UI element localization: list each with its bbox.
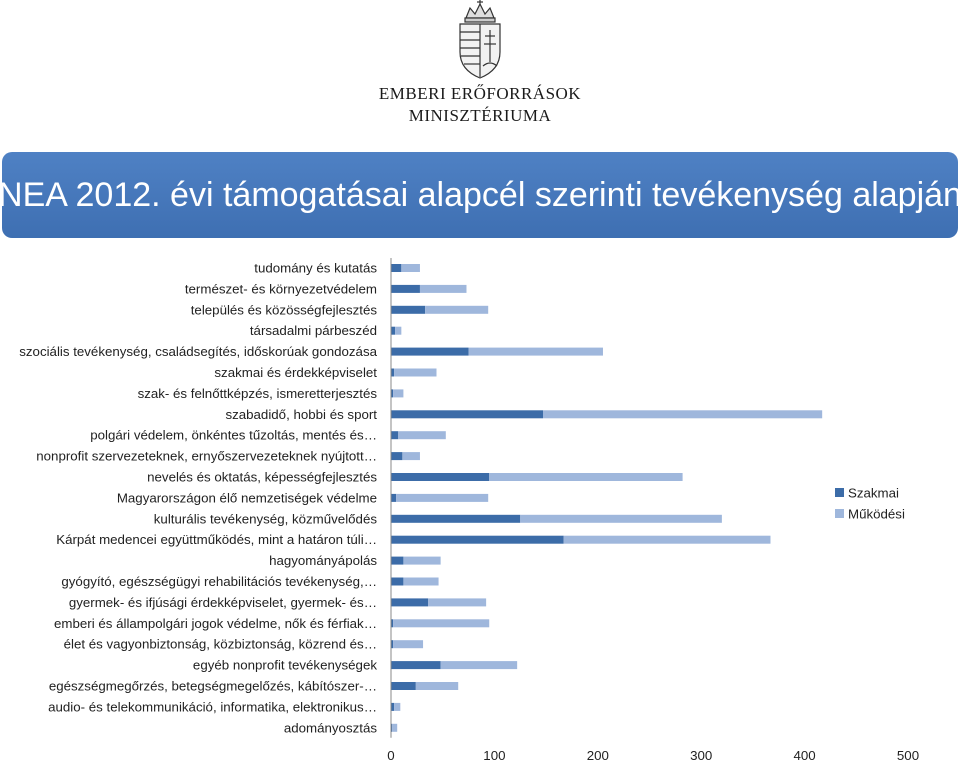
bar-szakmai	[391, 473, 490, 481]
bar-szakmai	[391, 661, 441, 670]
category-label: adományosztás	[284, 720, 377, 735]
x-tick-label: 0	[387, 748, 394, 760]
bar-mukodesi	[425, 305, 489, 314]
bar-szakmai	[391, 368, 395, 377]
bar-mukodesi	[395, 326, 402, 335]
bar-szakmai	[391, 535, 564, 544]
bar-mukodesi	[401, 264, 420, 272]
bar-szakmai	[391, 389, 394, 398]
bar-mukodesi	[394, 368, 437, 377]
bar-mukodesi	[393, 640, 424, 649]
category-label: emberi és állampolgári jogok védelme, nő…	[54, 616, 377, 631]
category-label: szak- és felnőttképzés, ismeretterjeszté…	[138, 386, 378, 401]
bar-mukodesi	[394, 702, 401, 711]
legend-label-szakmai: Szakmai	[848, 486, 899, 501]
bar-mukodesi	[393, 619, 490, 628]
category-label: egyéb nonprofit tevékenységek	[193, 658, 377, 673]
bar-szakmai	[391, 598, 429, 607]
bar-szakmai	[391, 514, 521, 523]
bar-mukodesi	[398, 431, 446, 440]
category-label: hagyományápolás	[269, 553, 377, 568]
category-label: polgári védelem, önkéntes tűzoltás, ment…	[90, 428, 377, 443]
bar-mukodesi	[415, 682, 459, 690]
legend-label-mukodesi: Működési	[848, 507, 905, 522]
logo-text-line2: MINISZTÉRIUMA	[408, 106, 552, 125]
logo-text-line1: EMBERI ERŐFORRÁSOK	[378, 84, 582, 103]
category-label: Kárpát medencei együttműködés, mint a ha…	[56, 532, 377, 547]
category-label: tudomány és kutatás	[254, 261, 377, 276]
legend-swatch-mukodesi	[835, 509, 844, 518]
coat-of-arms-icon	[459, 0, 501, 79]
bar-mukodesi	[396, 493, 489, 502]
bar-mukodesi	[419, 284, 467, 293]
bar-szakmai	[391, 619, 394, 628]
category-label: település és közösségfejlesztés	[191, 302, 378, 317]
bar-mukodesi	[489, 473, 683, 481]
bar-mukodesi	[393, 389, 404, 398]
bar-szakmai	[391, 305, 426, 314]
bar-szakmai	[391, 431, 399, 440]
bar-mukodesi	[392, 723, 398, 732]
bar-mukodesi	[542, 410, 823, 419]
bar-mukodesi	[402, 452, 420, 461]
category-label: egészségmegőrzés, betegségmegelőzés, káb…	[49, 679, 377, 694]
legend-swatch-szakmai	[835, 488, 844, 497]
bar-szakmai	[391, 493, 397, 502]
bar-szakmai	[391, 577, 404, 586]
ministry-logo: EMBERI ERŐFORRÁSOK MINISZTÉRIUMA	[330, 0, 630, 150]
category-label: gyógyító, egészségügyi rehabilitációs te…	[61, 574, 377, 589]
category-label: gyermek- és ifjúsági érdekképviselet, gy…	[69, 595, 377, 610]
chart-title: NEA 2012. évi támogatásai alapcél szerin…	[0, 175, 960, 214]
bar-szakmai	[391, 410, 543, 419]
bar-szakmai	[391, 284, 420, 293]
x-tick-label: 200	[587, 748, 609, 760]
title-banner: NEA 2012. évi támogatásai alapcél szerin…	[0, 152, 960, 238]
bar-mukodesi	[563, 535, 771, 544]
bar-szakmai	[391, 702, 395, 711]
category-label: audio- és telekommunikáció, informatika,…	[48, 699, 377, 714]
category-label: nonprofit szervezeteknek, ernyőszervezet…	[36, 449, 377, 464]
category-label: szakmai és érdekképviselet	[214, 365, 377, 380]
bar-mukodesi	[428, 598, 487, 607]
bar-szakmai	[391, 264, 402, 272]
bar-szakmai	[391, 347, 469, 356]
x-tick-label: 100	[483, 748, 505, 760]
bar-mukodesi	[403, 556, 441, 565]
bar-szakmai	[391, 452, 403, 461]
bar-mukodesi	[403, 577, 439, 586]
x-tick-label: 400	[794, 748, 816, 760]
bar-szakmai	[391, 640, 394, 649]
bar-mukodesi	[520, 514, 722, 523]
category-label: társadalmi párbeszéd	[250, 323, 377, 338]
x-tick-label: 500	[897, 748, 919, 760]
category-label: élet és vagyonbiztonság, közbiztonság, k…	[64, 637, 377, 652]
category-label: kulturális tevékenység, közművelődés	[154, 511, 378, 526]
category-label: nevelés és oktatás, képességfejlesztés	[147, 470, 377, 485]
bar-mukodesi	[440, 661, 518, 670]
bar-szakmai	[391, 682, 416, 690]
bar-mukodesi	[468, 347, 603, 356]
category-label: természet- és környezetvédelem	[185, 281, 377, 296]
x-tick-label: 300	[690, 748, 712, 760]
category-label: szabadidő, hobbi és sport	[225, 407, 377, 422]
bar-szakmai	[391, 326, 396, 335]
bar-szakmai	[391, 556, 404, 565]
category-label: szociális tevékenység, családsegítés, id…	[19, 344, 377, 359]
category-label: Magyarországon élő nemzetiségek védelme	[117, 490, 377, 505]
bar-szakmai	[391, 723, 393, 732]
